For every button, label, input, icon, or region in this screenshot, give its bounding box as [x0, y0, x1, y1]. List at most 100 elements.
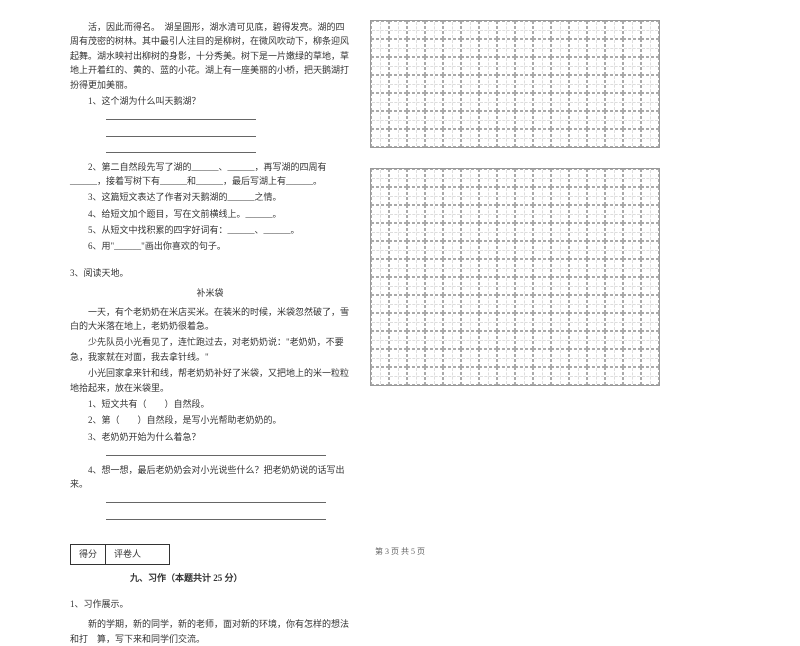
grid-cell — [551, 205, 569, 223]
grid-cell — [407, 367, 425, 385]
grid-cell — [515, 21, 533, 39]
grid-cell — [407, 129, 425, 147]
grid-cell — [371, 295, 389, 313]
grid-cell — [605, 75, 623, 93]
grid-cell — [551, 93, 569, 111]
grid-cell — [587, 169, 605, 187]
page-footer: 第 3 页 共 5 页 — [0, 546, 800, 557]
grid-cell — [569, 21, 587, 39]
grid-cell — [515, 93, 533, 111]
writing-grid-1 — [370, 20, 660, 148]
grid-cell — [461, 169, 479, 187]
grid-cell — [443, 111, 461, 129]
grid-cell — [569, 93, 587, 111]
grid-cell — [497, 277, 515, 295]
grid-cell — [443, 169, 461, 187]
grid-cell — [497, 331, 515, 349]
grid-cell — [389, 169, 407, 187]
grid-cell — [533, 21, 551, 39]
grid-cell — [443, 241, 461, 259]
grid-cell — [515, 129, 533, 147]
grid-cell — [587, 111, 605, 129]
grid-cell — [623, 223, 641, 241]
grid-cell — [533, 313, 551, 331]
grid-cell — [425, 295, 443, 313]
grid-cell — [407, 241, 425, 259]
grid-cell — [641, 295, 659, 313]
grid-cell — [425, 129, 443, 147]
grid-cell — [497, 169, 515, 187]
grid-cell — [389, 205, 407, 223]
grid-cell — [443, 57, 461, 75]
grid-cell — [407, 331, 425, 349]
grid-cell — [551, 277, 569, 295]
grid-cell — [497, 57, 515, 75]
grid-cell — [407, 111, 425, 129]
grid-cell — [497, 75, 515, 93]
grid-cell — [461, 187, 479, 205]
grid-cell — [443, 259, 461, 277]
grid-cell — [407, 349, 425, 367]
grid-cell — [551, 259, 569, 277]
grid-cell — [443, 21, 461, 39]
section9-title: 九、习作（本题共计 25 分） — [130, 571, 350, 585]
grid-cell — [461, 241, 479, 259]
grid-cell — [551, 39, 569, 57]
grid-cell — [641, 169, 659, 187]
grid-cell — [443, 187, 461, 205]
grid-cell — [569, 205, 587, 223]
grid-cell — [515, 205, 533, 223]
grid-cell — [605, 223, 623, 241]
passage1-intro: 活，因此而得名。 湖呈圆形，湖水清可见底，碧得发亮。湖的四周有茂密的树林。其中最… — [70, 20, 350, 92]
grid-cell — [425, 241, 443, 259]
grid-cell — [497, 241, 515, 259]
grid-cell — [389, 277, 407, 295]
passage1-q5: 5、从短文中找积累的四字好词有：______、______。 — [70, 223, 350, 237]
grid-cell — [569, 187, 587, 205]
grid-cell — [515, 241, 533, 259]
grid-cell — [461, 111, 479, 129]
grid-cell — [443, 205, 461, 223]
grid-cell — [515, 277, 533, 295]
grid-cell — [479, 205, 497, 223]
grid-cell — [371, 367, 389, 385]
grid-cell — [389, 295, 407, 313]
grid-cell — [551, 111, 569, 129]
grid-cell — [407, 223, 425, 241]
grid-cell — [551, 169, 569, 187]
grid-cell — [641, 223, 659, 241]
grid-cell — [461, 331, 479, 349]
grid-cell — [371, 129, 389, 147]
grid-cell — [443, 75, 461, 93]
grid-cell — [407, 187, 425, 205]
grid-cell — [371, 349, 389, 367]
passage1-q6: 6、用"______"画出你喜欢的句子。 — [70, 239, 350, 253]
grid-cell — [605, 295, 623, 313]
grid-cell — [425, 57, 443, 75]
grid-cell — [641, 313, 659, 331]
grid-cell — [569, 57, 587, 75]
grid-cell — [515, 331, 533, 349]
grid-cell — [479, 169, 497, 187]
grid-cell — [569, 331, 587, 349]
grid-cell — [461, 295, 479, 313]
passage1-q1: 1、这个湖为什么叫天鹅湖？ — [70, 94, 350, 108]
passage2-p2: 少先队员小光看见了，连忙跑过去，对老奶奶说："老奶奶，不要急，我家就在对面，我去… — [70, 335, 350, 364]
grid-cell — [551, 295, 569, 313]
grid-cell — [533, 39, 551, 57]
grid-cell — [533, 349, 551, 367]
grid-cell — [425, 259, 443, 277]
grid-cell — [425, 21, 443, 39]
grid-cell — [623, 331, 641, 349]
grid-cell — [641, 187, 659, 205]
grid-cell — [569, 277, 587, 295]
grid-cell — [479, 129, 497, 147]
grid-cell — [425, 93, 443, 111]
grid-cell — [551, 349, 569, 367]
blank-line-6 — [106, 510, 350, 524]
grid-cell — [479, 75, 497, 93]
grid-cell — [623, 241, 641, 259]
grid-cell — [515, 111, 533, 129]
passage2-q4: 4、想一想，最后老奶奶会对小光说些什么？把老奶奶说的话写出来。 — [70, 463, 350, 492]
grid-cell — [587, 367, 605, 385]
